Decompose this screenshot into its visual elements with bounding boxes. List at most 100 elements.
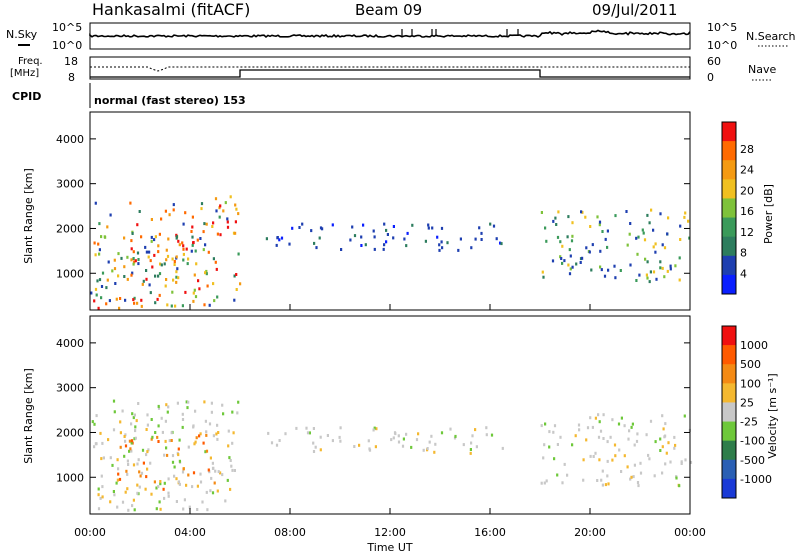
range-cell xyxy=(151,265,154,269)
freq-label-1: Freq. xyxy=(18,56,43,67)
range-cell xyxy=(193,273,196,277)
range-cell xyxy=(393,431,397,435)
range-cell xyxy=(233,298,236,302)
range-cell xyxy=(204,419,207,423)
range-cell xyxy=(544,226,547,230)
range-cell xyxy=(219,471,222,475)
range-cell xyxy=(589,416,592,420)
range-cell xyxy=(602,413,605,417)
range-cell xyxy=(233,274,236,278)
range-cell xyxy=(301,222,304,226)
range-cell xyxy=(131,271,134,275)
range-cell xyxy=(276,236,279,240)
range-cell xyxy=(142,461,145,465)
range-cell xyxy=(367,439,370,443)
range-cell xyxy=(582,478,585,482)
range-cell xyxy=(588,250,591,254)
range-cell xyxy=(654,440,657,444)
freq-panel-frame xyxy=(89,56,691,80)
range-cell xyxy=(570,239,574,243)
noise-right-tick-bottom: 10^0 xyxy=(707,39,737,52)
colorbar-tick-label: 12 xyxy=(740,226,754,239)
colorbar-tick-label: -100 xyxy=(740,435,765,448)
range-cell xyxy=(462,443,465,447)
range-cell xyxy=(115,481,118,485)
range-cell xyxy=(626,465,629,469)
y-tick-label: 4000 xyxy=(56,337,84,350)
range-cell xyxy=(126,459,129,463)
colorbar-swatch xyxy=(722,478,736,499)
range-cell xyxy=(167,237,170,241)
range-cell xyxy=(177,480,181,484)
range-cell xyxy=(200,202,204,206)
range-cell xyxy=(116,458,119,462)
range-cell xyxy=(237,252,240,256)
range-cell xyxy=(91,420,94,424)
nave-line xyxy=(90,66,690,72)
range-cell xyxy=(184,211,187,215)
colorbar-tick-label: -25 xyxy=(740,416,758,429)
range-cell xyxy=(214,197,218,201)
range-cell xyxy=(205,430,208,434)
range-cell xyxy=(679,224,682,228)
freq-tick-top: 18 xyxy=(64,55,78,68)
range-cell xyxy=(161,430,164,434)
range-cell xyxy=(157,424,160,428)
range-cell xyxy=(647,453,650,457)
range-cell xyxy=(126,487,129,491)
range-cell xyxy=(581,256,584,260)
range-cell xyxy=(639,461,642,465)
range-cell xyxy=(625,210,628,213)
range-cell xyxy=(137,258,140,261)
range-cell xyxy=(205,272,208,276)
range-cell xyxy=(278,439,281,442)
range-cell xyxy=(132,498,135,502)
range-cell xyxy=(620,416,623,420)
range-cell xyxy=(635,439,639,443)
range-cell xyxy=(501,446,504,450)
range-cell xyxy=(117,274,120,278)
freq-line xyxy=(90,69,690,78)
range-cell xyxy=(151,435,154,439)
range-cell xyxy=(191,235,194,239)
range-cell xyxy=(149,461,152,465)
range-cell xyxy=(575,262,578,266)
range-cell xyxy=(561,261,564,265)
range-cell xyxy=(571,234,574,238)
colorbar-swatch xyxy=(722,364,736,384)
range-cell xyxy=(96,279,99,283)
range-cell xyxy=(193,442,196,446)
range-cell xyxy=(175,235,178,239)
y-tick-label: 1000 xyxy=(56,471,84,484)
range-cell xyxy=(173,263,176,266)
range-cell xyxy=(119,297,122,300)
range-cell xyxy=(440,431,444,435)
range-cell xyxy=(680,460,683,464)
range-cell xyxy=(368,447,371,451)
range-cell xyxy=(383,243,386,247)
range-cell xyxy=(600,268,603,272)
range-cell xyxy=(542,275,545,279)
range-cell xyxy=(308,431,311,435)
range-cell xyxy=(147,255,150,259)
range-cell xyxy=(184,290,187,294)
range-cell xyxy=(133,301,136,305)
colorbar-tick-label: -500 xyxy=(740,454,765,467)
range-cell xyxy=(132,463,136,467)
range-cell xyxy=(614,454,617,458)
colorbar-swatch xyxy=(722,326,736,346)
range-cell xyxy=(664,434,667,438)
range-cell xyxy=(131,504,134,508)
x-tick-label: 16:00 xyxy=(474,526,506,539)
range-cell xyxy=(135,419,138,423)
range-cell xyxy=(397,440,401,444)
range-cell xyxy=(149,259,152,263)
range-cell xyxy=(231,410,234,414)
range-cell xyxy=(673,446,676,450)
range-cell xyxy=(162,487,165,491)
colorbar-swatch xyxy=(722,236,736,257)
range-cell xyxy=(98,278,102,282)
range-cell xyxy=(599,249,602,253)
range-cell xyxy=(224,201,227,205)
